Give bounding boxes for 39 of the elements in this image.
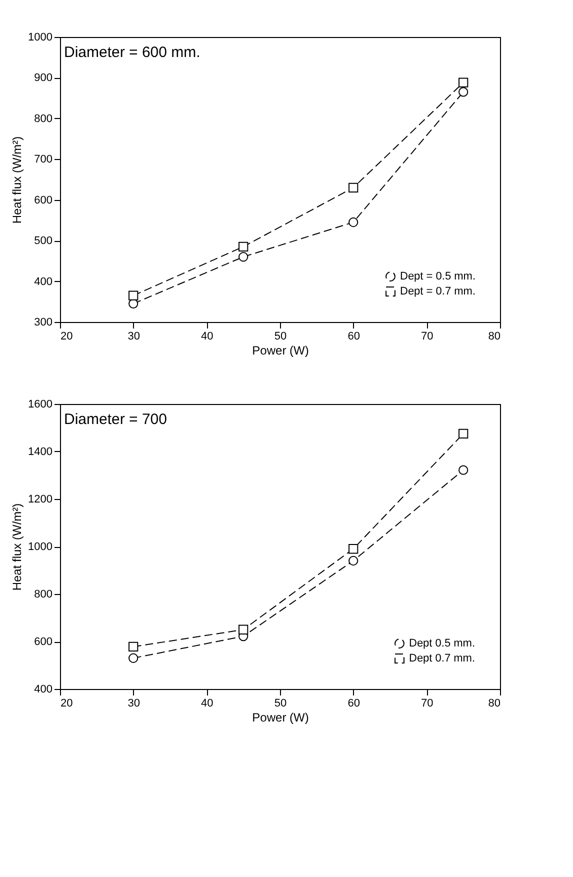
y-tick-label: 1000 <box>28 32 52 44</box>
x-tick-label: 70 <box>421 698 434 710</box>
x-tick-label: 30 <box>128 330 140 342</box>
legend-label: Dept = 0.7 mm. <box>400 286 476 298</box>
y-axis-title: Heat flux (W/m²) <box>10 136 24 224</box>
x-tick-label: 60 <box>348 698 360 710</box>
y-tick-label: 500 <box>34 235 52 248</box>
y-tick-label: 800 <box>34 112 52 125</box>
y-tick-label: 900 <box>34 72 52 84</box>
y-tick-label: 600 <box>34 194 52 206</box>
y-tick-label: 1000 <box>28 541 52 553</box>
x-tick-label: 80 <box>488 330 500 342</box>
x-axis-title: Power (W) <box>252 344 309 358</box>
y-tick-label: 1600 <box>28 398 52 410</box>
y-tick-label: 1400 <box>28 446 52 458</box>
y-tick-label: 300 <box>34 316 52 328</box>
legend-label: Dept = 0.5 mm. <box>400 270 476 282</box>
x-tick-label: 60 <box>348 330 360 342</box>
x-tick-label: 20 <box>60 698 73 710</box>
annotation: Diameter = 600 mm. <box>64 44 200 61</box>
x-tick-label: 30 <box>128 698 140 710</box>
y-tick-label: 600 <box>34 636 52 648</box>
y-axis-title: Heat flux (W/m²) <box>10 503 24 591</box>
y-tick-label: 700 <box>34 154 52 166</box>
x-tick-label: 70 <box>421 330 434 342</box>
y-tick-label: 400 <box>34 684 52 696</box>
x-tick-label: 40 <box>201 330 214 342</box>
x-tick-label: 80 <box>488 698 500 710</box>
x-tick-label: 50 <box>274 698 287 710</box>
legend-label: Dept 0.5 mm. <box>409 638 476 650</box>
annotation: Diameter = 700 <box>64 411 167 428</box>
y-tick-label: 400 <box>34 276 52 288</box>
x-tick-label: 40 <box>201 698 214 710</box>
x-tick-label: 20 <box>60 330 73 342</box>
x-axis-title: Power (W) <box>252 710 309 724</box>
y-tick-label: 1200 <box>28 494 52 506</box>
legend-label: Dept 0.7 mm. <box>409 652 476 664</box>
y-tick-label: 800 <box>34 588 52 600</box>
x-tick-label: 50 <box>274 330 287 342</box>
